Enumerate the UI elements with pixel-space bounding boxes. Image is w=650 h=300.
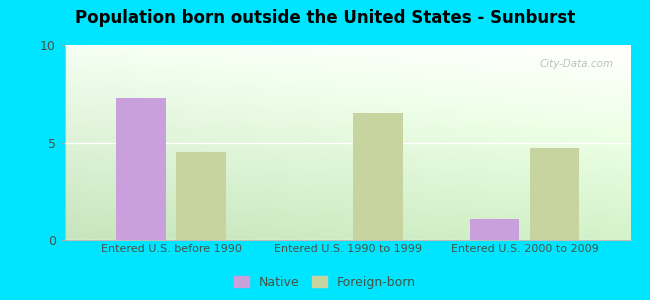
Bar: [116, 98, 166, 240]
Bar: [176, 152, 226, 240]
Legend: Native, Foreign-born: Native, Foreign-born: [229, 271, 421, 294]
Text: Population born outside the United States - Sunburst: Population born outside the United State…: [75, 9, 575, 27]
Bar: [530, 148, 579, 240]
Bar: [470, 218, 519, 240]
Bar: [353, 113, 402, 240]
Text: City-Data.com: City-Data.com: [540, 58, 614, 69]
